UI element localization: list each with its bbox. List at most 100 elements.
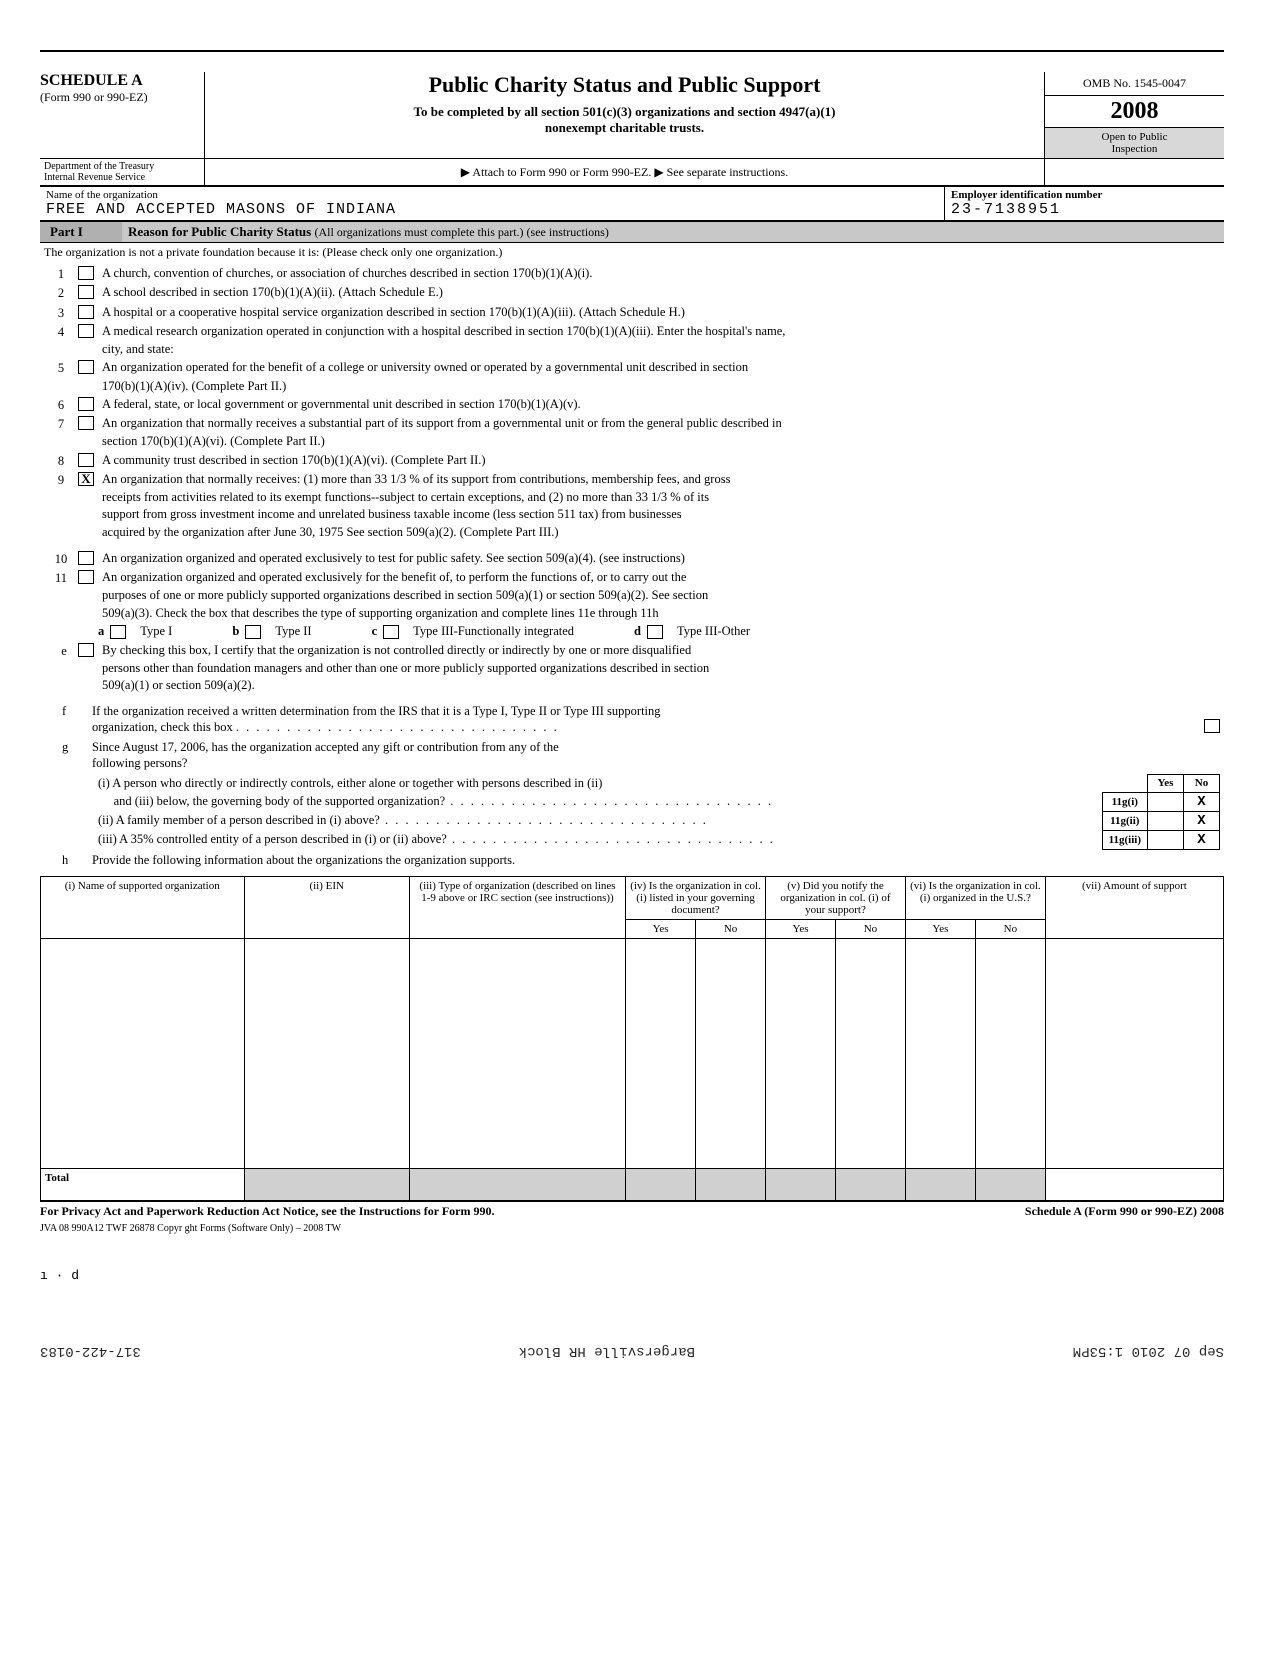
checkbox-5[interactable]: [78, 360, 94, 374]
line-5b: 170(b)(1)(A)(iv). (Complete Part II.): [98, 378, 1224, 395]
line-e: eBy checking this box, I certify that th…: [40, 641, 1224, 660]
line-g-2: following persons?: [92, 756, 187, 770]
type-d-label: Type III-Other: [677, 624, 750, 639]
line-g: g Since August 17, 2006, has the organiz…: [40, 737, 1224, 774]
checkbox-9[interactable]: X: [78, 472, 94, 486]
tax-year: 2008: [1045, 96, 1224, 127]
line-10-text: An organization organized and operated e…: [102, 550, 1220, 567]
checkbox-f[interactable]: [1204, 719, 1220, 733]
sub-title-2: nonexempt charitable trusts.: [223, 120, 1026, 136]
line-h-text: Provide the following information about …: [92, 852, 1220, 868]
fax-sender: Bargersville HR Block: [519, 1343, 695, 1359]
line-f: f If the organization received a written…: [40, 701, 1224, 738]
type-row: aType I bType II cType III-Functionally …: [40, 622, 1224, 641]
checkbox-7[interactable]: [78, 416, 94, 430]
sup-yes-4: Yes: [626, 919, 696, 938]
sup-h1: (i) Name of supported organization: [41, 876, 245, 938]
dots-gi: [445, 794, 773, 808]
dept-left: Department of the Treasury Internal Reve…: [40, 159, 205, 185]
yn-2-yes[interactable]: [1148, 811, 1184, 830]
sup-yes-6: Yes: [905, 919, 975, 938]
sup-total-2: [244, 1168, 409, 1200]
sup-total-4n: [696, 1168, 766, 1200]
checkbox-10[interactable]: [78, 551, 94, 565]
sup-no-6: No: [975, 919, 1045, 938]
line-4: 4A medical research organization operate…: [40, 322, 1224, 341]
sup-h7: (vii) Amount of support: [1045, 876, 1223, 938]
sup-no-5: No: [835, 919, 905, 938]
checkbox-type-3[interactable]: [383, 625, 399, 639]
sup-total-row: Total: [41, 1168, 1224, 1200]
sup-cell-4n[interactable]: [696, 938, 766, 1168]
part-1-title: Reason for Public Charity Status (All or…: [122, 222, 615, 242]
omb-number: OMB No. 1545-0047: [1045, 72, 1224, 96]
checkbox-type-4[interactable]: [647, 625, 663, 639]
yn-3-no[interactable]: X: [1184, 830, 1220, 849]
sup-cell-6y[interactable]: [905, 938, 975, 1168]
line-9: 9XAn organization that normally receives…: [40, 470, 1224, 489]
g-i-2: and (iii) below, the governing body of t…: [114, 794, 446, 808]
form-header: SCHEDULE A (Form 990 or 990-EZ) Public C…: [40, 72, 1224, 158]
dept-row: Department of the Treasury Internal Reve…: [40, 158, 1224, 185]
checkbox-type-2[interactable]: [245, 625, 261, 639]
part-1-intro: The organization is not a private founda…: [40, 243, 1224, 264]
sup-cell-5n[interactable]: [835, 938, 905, 1168]
line-3-text: A hospital or a cooperative hospital ser…: [102, 304, 1220, 321]
checkbox-1[interactable]: [78, 266, 94, 280]
g-i: (i) A person who directly or indirectly …: [98, 774, 1102, 812]
schedule-footer: Schedule A (Form 990 or 990-EZ) 2008: [1025, 1204, 1224, 1219]
checkbox-11[interactable]: [78, 570, 94, 584]
line-eb: persons other than foundation managers a…: [98, 660, 1224, 677]
line-3: 3A hospital or a cooperative hospital se…: [40, 303, 1224, 322]
sup-cell-6n[interactable]: [975, 938, 1045, 1168]
line-ec: 509(a)(1) or section 509(a)(2).: [98, 677, 1224, 694]
type-b-label: Type II: [275, 624, 311, 639]
line-5-text: An organization operated for the benefit…: [102, 359, 1220, 376]
ein-value: 23-7138951: [951, 201, 1218, 218]
sup-h5: (v) Did you notify the organization in c…: [766, 876, 906, 919]
main-title: Public Charity Status and Public Support: [223, 72, 1026, 98]
yn-row-3-label: 11g(iii): [1102, 830, 1147, 849]
part-1-subtitle: (All organizations must complete this pa…: [314, 225, 608, 239]
sup-total-7: [1045, 1168, 1223, 1200]
line-8-text: A community trust described in section 1…: [102, 452, 1220, 469]
dept-2: Internal Revenue Service: [44, 172, 200, 183]
yn-2-no[interactable]: X: [1184, 811, 1220, 830]
sup-cell-4y[interactable]: [626, 938, 696, 1168]
sup-h6: (vi) Is the organization in col. (i) org…: [905, 876, 1045, 919]
header-mid: Public Charity Status and Public Support…: [213, 72, 1036, 158]
sup-cell-5y[interactable]: [766, 938, 836, 1168]
footer-row: For Privacy Act and Paperwork Reduction …: [40, 1201, 1224, 1219]
g-ii: (ii) A family member of a person describ…: [98, 811, 1102, 830]
checkbox-4[interactable]: [78, 324, 94, 338]
sup-cell-2[interactable]: [244, 938, 409, 1168]
sup-yes-5: Yes: [766, 919, 836, 938]
sup-cell-7[interactable]: [1045, 938, 1223, 1168]
page-mark: ı · d: [40, 1268, 1224, 1283]
checkbox-type-1[interactable]: [110, 625, 126, 639]
checkbox-e[interactable]: [78, 643, 94, 657]
dots-gii: [380, 813, 708, 827]
open-line-1: Open to Public: [1048, 131, 1221, 143]
checkbox-2[interactable]: [78, 285, 94, 299]
form-subtitle: (Form 990 or 990-EZ): [40, 90, 200, 105]
line-9b: receipts from activities related to its …: [98, 489, 1224, 506]
yn-row-2-label: 11g(ii): [1102, 811, 1147, 830]
attach-instruction: ▶ Attach to Form 990 or Form 990-EZ. ▶ S…: [205, 159, 1044, 185]
yn-3-yes[interactable]: [1148, 830, 1184, 849]
line-11c: 509(a)(3). Check the box that describes …: [98, 605, 1224, 622]
checkbox-3[interactable]: [78, 305, 94, 319]
ein-label: Employer identification number: [951, 189, 1218, 201]
yn-1-no[interactable]: X: [1184, 792, 1220, 811]
sup-cell-3[interactable]: [409, 938, 625, 1168]
checkbox-6[interactable]: [78, 397, 94, 411]
checkbox-8[interactable]: [78, 453, 94, 467]
line-f-2: organization, check this box: [92, 720, 233, 734]
line-1-text: A church, convention of churches, or ass…: [102, 265, 1220, 282]
yn-1-yes[interactable]: [1148, 792, 1184, 811]
sup-cell-1[interactable]: [41, 938, 245, 1168]
fax-number: 317-422-0183: [40, 1343, 141, 1359]
open-public-box: Open to Public Inspection: [1045, 127, 1224, 158]
sup-total-3: [409, 1168, 625, 1200]
name-ein-row: Name of the organization FREE AND ACCEPT…: [40, 185, 1224, 221]
